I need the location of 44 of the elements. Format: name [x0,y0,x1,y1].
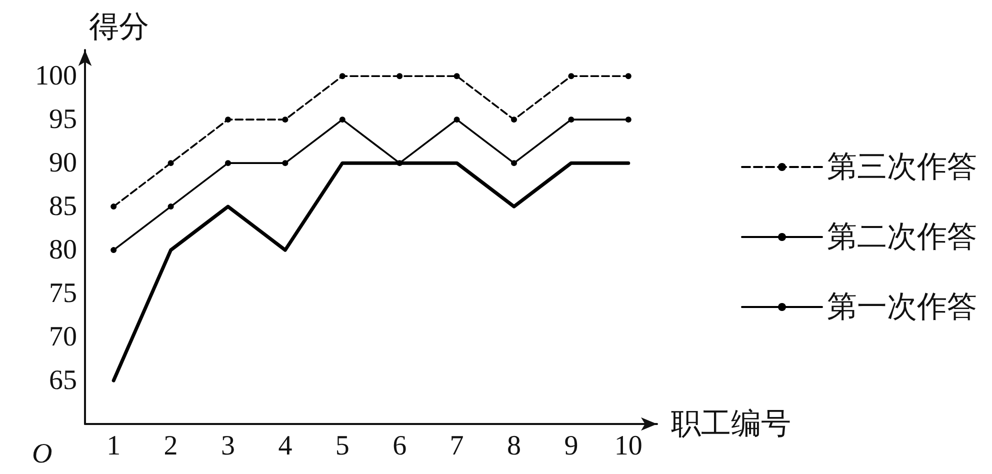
point [454,116,460,123]
x-tick-label: 7 [450,430,464,462]
point [168,160,174,166]
point [396,73,403,80]
x-tick-label: 2 [164,430,178,462]
y-tick-label: 75 [49,278,77,310]
point [511,116,517,123]
point [339,116,346,123]
x-tick-label: 4 [278,430,292,462]
x-tick-label: 5 [335,430,350,462]
x-axis-title: 职工编号 [671,406,791,442]
point [454,73,460,80]
point [225,116,231,123]
x-tick-label: 9 [564,430,578,462]
point [625,116,632,123]
legend-label: 第一次作答 [827,290,977,324]
y-tick-label: 90 [49,148,77,179]
point [168,204,174,210]
y-tick-label: 100 [35,60,77,92]
y-tick-label: 85 [49,191,77,222]
y-tick-label: 70 [49,322,77,353]
y-tick-label: 65 [49,365,77,396]
point [339,73,346,80]
point [282,160,288,166]
y-tick-label: 95 [49,104,77,136]
legend-label: 第二次作答 [827,220,977,254]
point [511,160,517,166]
x-tick-label: 6 [392,430,407,462]
x-tick-label: 10 [614,430,642,462]
point [625,73,632,80]
y-tick-label: 80 [49,234,77,266]
point [568,73,574,80]
point [568,116,574,123]
y-axis-title: 得分 [89,10,149,44]
point [110,247,117,254]
point [396,160,403,166]
x-tick-label: 3 [221,430,235,462]
point [225,160,231,166]
text: O [32,438,52,470]
point [110,204,117,210]
x-tick-label: 1 [106,430,121,462]
point [282,116,288,123]
x-tick-label: 8 [507,430,521,462]
legend-label: 第三次作答 [827,150,977,184]
